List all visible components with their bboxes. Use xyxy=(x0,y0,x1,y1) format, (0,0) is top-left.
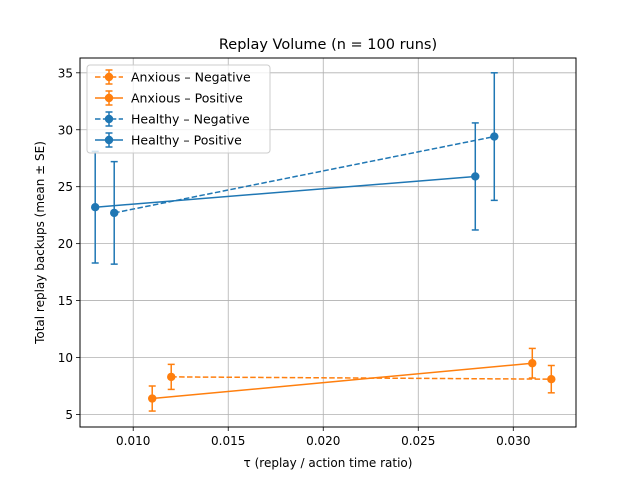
y-axis-label: Total replay backups (mean ± SE) xyxy=(33,141,47,345)
legend-item: Healthy – Positive xyxy=(95,132,242,148)
y-tick-label: 20 xyxy=(58,237,73,251)
legend-marker xyxy=(104,135,114,145)
series-0 xyxy=(167,363,556,394)
data-point xyxy=(528,359,537,368)
legend-marker xyxy=(104,72,114,82)
grid xyxy=(80,58,576,427)
data-point xyxy=(148,394,157,403)
legend-item: Anxious – Positive xyxy=(95,90,243,106)
series-3 xyxy=(91,122,480,264)
legend-label: Healthy – Positive xyxy=(131,133,242,148)
y-tick-label: 10 xyxy=(58,351,73,365)
y-tick-label: 30 xyxy=(58,123,73,137)
x-axis-label: τ (replay / action time ratio) xyxy=(244,456,413,470)
series-line xyxy=(171,376,552,380)
legend-item: Anxious – Negative xyxy=(95,69,251,85)
chart-title: Replay Volume (n = 100 runs) xyxy=(219,37,437,53)
series-line xyxy=(152,362,533,400)
data-point xyxy=(547,374,556,384)
series-1 xyxy=(148,347,537,412)
series-layer xyxy=(91,72,556,412)
y-tick-label: 15 xyxy=(58,294,73,308)
ticks: 0.010 0.015 0.020 0.025 0.030 5 10 15 20 25 30 35 xyxy=(58,66,531,448)
series-line xyxy=(95,175,476,208)
data-point xyxy=(91,202,100,212)
data-point xyxy=(167,372,176,382)
legend-label: Anxious – Positive xyxy=(131,91,243,106)
legend-box xyxy=(86,64,271,154)
legend-item: Healthy – Negative xyxy=(95,111,250,127)
legend-marker xyxy=(104,93,114,103)
y-tick-label: 25 xyxy=(58,180,73,194)
data-point xyxy=(490,132,499,141)
y-tick-label: 35 xyxy=(58,66,73,80)
x-tick-label: 0.010 xyxy=(116,434,150,448)
y-tick-label: 5 xyxy=(65,408,73,422)
data-point xyxy=(110,208,119,218)
x-tick-label: 0.025 xyxy=(401,434,435,448)
legend: Anxious – Negative Anxious – Positive Heal… xyxy=(86,64,271,154)
x-tick-label: 0.020 xyxy=(306,434,340,448)
plot-frame xyxy=(79,57,577,428)
x-tick-label: 0.015 xyxy=(211,434,245,448)
legend-marker xyxy=(104,114,114,124)
legend-label: Anxious – Negative xyxy=(131,70,251,85)
legend-label: Healthy – Negative xyxy=(131,112,250,127)
data-point xyxy=(471,172,480,181)
x-tick-label: 0.030 xyxy=(496,434,530,448)
